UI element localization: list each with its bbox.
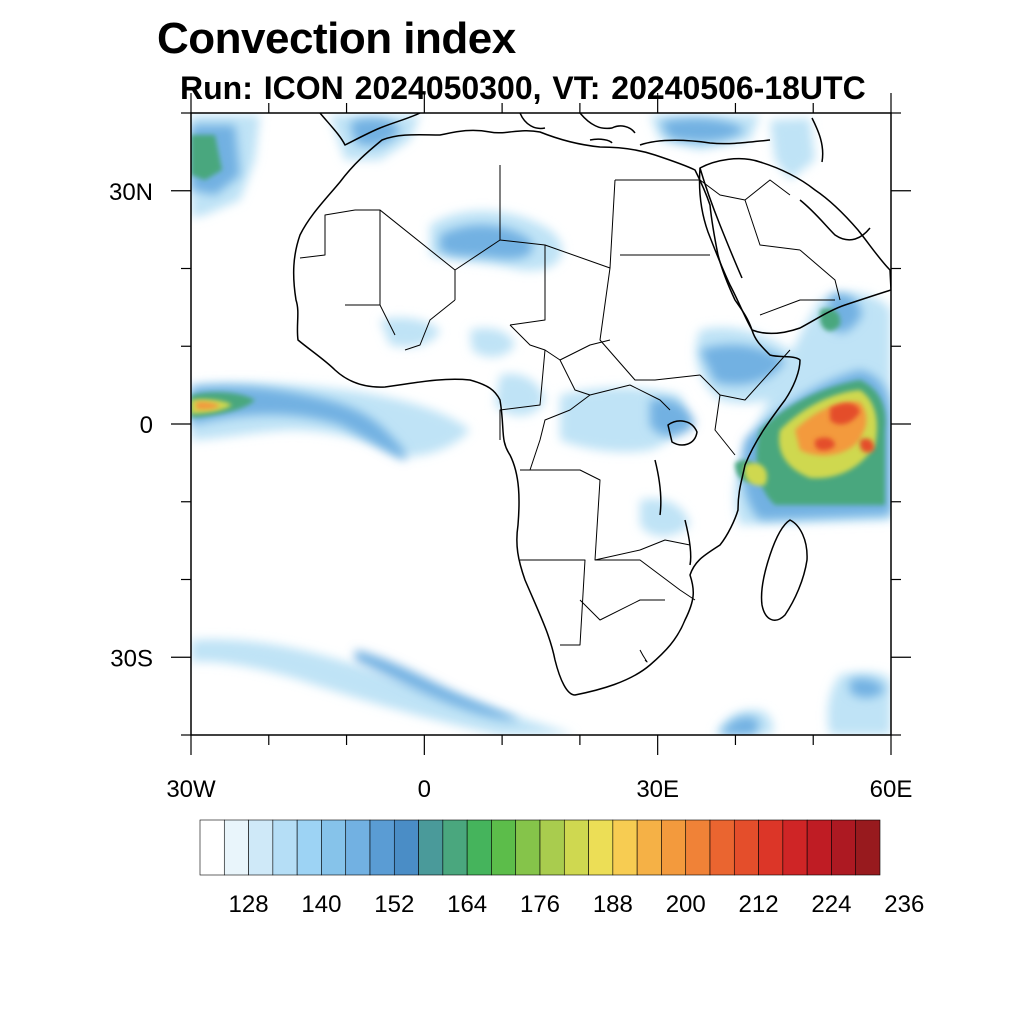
colorbar-label: 128: [229, 891, 269, 918]
colorbar-swatch: [515, 819, 541, 876]
colorbar-swatch: [588, 819, 614, 876]
lat-tick-label: 30N: [109, 179, 153, 206]
colorbar-swatch: [661, 819, 687, 876]
colorbar-swatch: [296, 819, 322, 876]
colorbar-label: 188: [593, 891, 633, 918]
colorbar-swatch: [248, 819, 274, 876]
lon-tick-label: 60E: [870, 776, 913, 803]
colorbar-label: 152: [374, 891, 414, 918]
colorbar-swatch: [272, 819, 298, 876]
chart-subtitle: Run: ICON 2024050300, VT: 20240506-18UTC: [180, 70, 866, 106]
colorbar-swatch: [345, 819, 371, 876]
colorbar-swatch: [685, 819, 711, 876]
colorbar-label: 212: [739, 891, 779, 918]
lon-tick-label: 0: [418, 776, 431, 803]
colorbar-swatch: [466, 819, 492, 876]
colorbar-swatch: [418, 819, 444, 876]
axis-labels: 30N 0 30S 30W 0 30E 60E: [109, 179, 912, 803]
chart-title: Convection index: [157, 14, 516, 63]
colorbar-swatch: [199, 819, 225, 876]
colorbar-swatch: [758, 819, 784, 876]
colorbar-swatch: [369, 819, 395, 876]
colorbar-swatch: [806, 819, 832, 876]
colorbar-label: 140: [301, 891, 341, 918]
convection-field: [191, 115, 891, 735]
axis-ticks: [171, 93, 911, 755]
colorbar-swatch: [491, 819, 517, 876]
country-borders: [299, 165, 841, 663]
colorbar-swatch: [733, 819, 759, 876]
colorbar-swatch: [612, 819, 638, 876]
colorbar-swatch: [223, 819, 249, 876]
colorbar-swatch: [321, 819, 347, 876]
colorbar-swatch: [709, 819, 735, 876]
colorbar-swatch: [563, 819, 589, 876]
colorbar-label: 164: [447, 891, 487, 918]
colorbar-label: 224: [811, 891, 851, 918]
colorbar: 128 140 152 164 176 188 200 212 224 236: [199, 819, 924, 918]
lat-tick-label: 30S: [110, 645, 153, 672]
lon-tick-label: 30E: [636, 776, 679, 803]
colorbar-swatch: [782, 819, 808, 876]
colorbar-label: 200: [666, 891, 706, 918]
colorbar-swatch: [855, 819, 881, 876]
colorbar-swatch: [442, 819, 468, 876]
colorbar-swatch: [831, 819, 857, 876]
colorbar-swatch: [539, 819, 565, 876]
lat-tick-label: 0: [140, 412, 153, 439]
colorbar-swatch: [393, 819, 419, 876]
lon-tick-label: 30W: [166, 776, 216, 803]
colorbar-label: 176: [520, 891, 560, 918]
colorbar-label: 236: [884, 891, 924, 918]
colorbar-swatch: [636, 819, 662, 876]
coastlines: [292, 113, 891, 696]
